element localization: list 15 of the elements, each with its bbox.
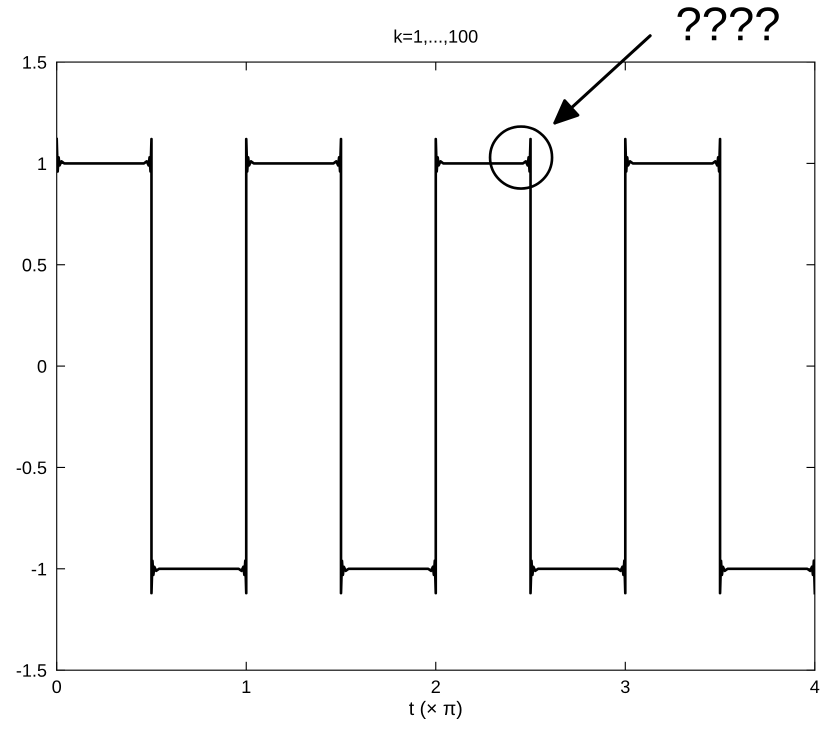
y-tick-label: -0.5 bbox=[16, 461, 46, 474]
y-tick-label: 0 bbox=[38, 360, 46, 373]
y-tick-label: -1.5 bbox=[16, 664, 46, 677]
y-tick-label: 0.5 bbox=[22, 258, 46, 272]
y-tick-label: 1 bbox=[38, 158, 46, 170]
x-tick-label: 0 bbox=[52, 680, 62, 694]
y-tick-label: -1 bbox=[32, 562, 46, 576]
x-tick-label: 3 bbox=[620, 680, 630, 694]
x-tick-label: 4 bbox=[810, 680, 820, 693]
x-tick-label: 2 bbox=[432, 680, 440, 693]
x-tick-label: 1 bbox=[242, 680, 250, 693]
x-axis-title: t (× π) bbox=[409, 700, 462, 719]
y-tick-label: 1.5 bbox=[23, 56, 46, 69]
text: ???? bbox=[677, 7, 779, 40]
chart-title: k=1,...,100 bbox=[394, 30, 478, 45]
